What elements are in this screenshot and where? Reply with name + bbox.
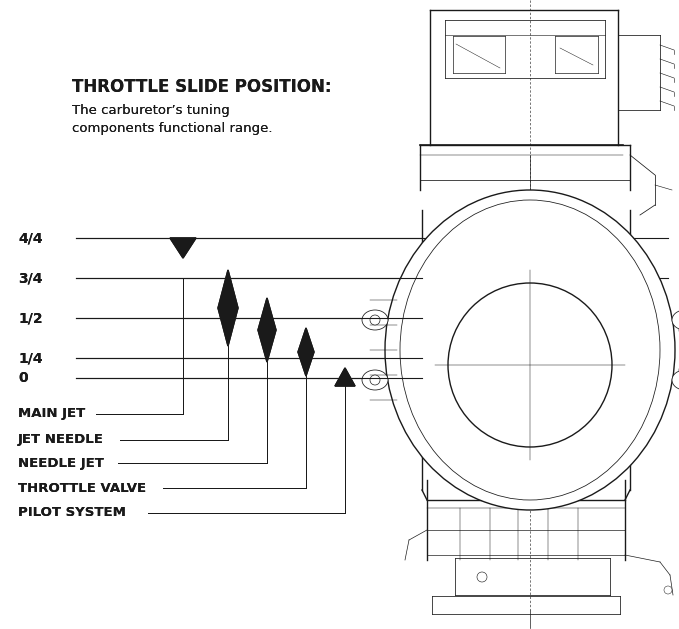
Text: 1/2: 1/2: [18, 311, 43, 325]
Text: 0: 0: [18, 371, 28, 385]
Polygon shape: [170, 238, 196, 258]
Polygon shape: [170, 238, 196, 258]
Polygon shape: [258, 298, 276, 362]
Polygon shape: [218, 270, 238, 346]
Text: JET NEEDLE: JET NEEDLE: [18, 433, 104, 447]
Circle shape: [448, 283, 612, 447]
Circle shape: [370, 375, 380, 385]
Text: PILOT SYSTEM: PILOT SYSTEM: [18, 506, 126, 520]
Text: 0: 0: [18, 371, 28, 385]
Text: THROTTLE SLIDE POSITION:: THROTTLE SLIDE POSITION:: [72, 78, 331, 96]
Text: PILOT SYSTEM: PILOT SYSTEM: [18, 506, 126, 520]
Circle shape: [664, 586, 672, 594]
Text: The carburetor’s tuning
components functional range.: The carburetor’s tuning components funct…: [72, 104, 272, 135]
Ellipse shape: [672, 310, 679, 330]
Text: 1/4: 1/4: [18, 351, 43, 365]
Ellipse shape: [362, 370, 388, 390]
Circle shape: [370, 315, 380, 325]
Polygon shape: [335, 368, 355, 386]
Text: MAIN JET: MAIN JET: [18, 408, 86, 421]
Text: MAIN JET: MAIN JET: [18, 408, 86, 421]
Ellipse shape: [362, 310, 388, 330]
Ellipse shape: [385, 190, 675, 510]
Text: 4/4: 4/4: [18, 231, 43, 245]
Polygon shape: [298, 328, 314, 376]
Text: THROTTLE SLIDE POSITION:: THROTTLE SLIDE POSITION:: [72, 78, 331, 96]
Circle shape: [477, 572, 487, 582]
Text: THROTTLE VALVE: THROTTLE VALVE: [18, 482, 146, 494]
Text: 1/2: 1/2: [18, 311, 43, 325]
Text: THROTTLE VALVE: THROTTLE VALVE: [18, 482, 146, 494]
Ellipse shape: [400, 200, 660, 500]
Text: The carburetor’s tuning
components functional range.: The carburetor’s tuning components funct…: [72, 104, 272, 135]
Ellipse shape: [672, 370, 679, 390]
Polygon shape: [218, 270, 238, 346]
Text: 3/4: 3/4: [18, 271, 43, 285]
Text: JET NEEDLE: JET NEEDLE: [18, 433, 104, 447]
Text: NEEDLE JET: NEEDLE JET: [18, 457, 104, 469]
Text: 1/4: 1/4: [18, 351, 43, 365]
Polygon shape: [335, 368, 355, 386]
Polygon shape: [258, 298, 276, 362]
Polygon shape: [298, 328, 314, 376]
Text: 4/4: 4/4: [18, 231, 43, 245]
Text: 3/4: 3/4: [18, 271, 43, 285]
Text: NEEDLE JET: NEEDLE JET: [18, 457, 104, 469]
